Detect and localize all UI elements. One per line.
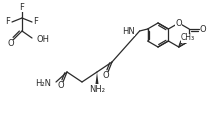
Text: HN: HN (122, 26, 135, 36)
Text: O: O (175, 18, 182, 28)
Text: OH: OH (37, 34, 50, 43)
Text: O: O (103, 72, 109, 80)
Text: F: F (34, 18, 39, 26)
Text: F: F (19, 2, 24, 12)
Text: CH₃: CH₃ (181, 34, 195, 42)
Text: O: O (58, 82, 64, 90)
Text: F: F (6, 18, 10, 26)
Text: O: O (8, 40, 14, 48)
Polygon shape (95, 72, 98, 84)
Text: O: O (200, 24, 207, 34)
Text: H₂N: H₂N (35, 78, 51, 88)
Text: NH₂: NH₂ (89, 86, 105, 94)
